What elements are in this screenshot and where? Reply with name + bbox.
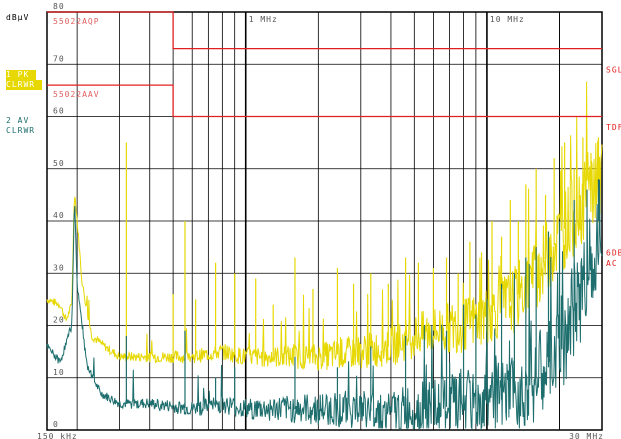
y-tick-label: 70 xyxy=(53,54,65,63)
trace2-legend: 2 AV CLRWR xyxy=(6,116,35,136)
y-tick-label: 50 xyxy=(53,159,65,168)
limit-line-label: 55022AQP xyxy=(53,17,100,26)
trace-line xyxy=(46,81,603,371)
trace1-name: 1 PK xyxy=(6,70,36,80)
trace2-name: 2 AV xyxy=(6,116,30,125)
trace1-mode: CLRWR xyxy=(6,80,42,90)
x-tick-label: 1 MHz xyxy=(249,15,278,24)
y-axis-unit-label: dBµV xyxy=(6,13,29,22)
limit-line xyxy=(47,84,602,118)
y-tick-label: 30 xyxy=(53,263,65,272)
x-tick-label: 10 MHz xyxy=(490,15,525,24)
x-tick-label: 30 MHz xyxy=(569,432,604,439)
right-marker-label: AC xyxy=(606,259,618,268)
trace1-legend: 1 PK CLRWR xyxy=(6,70,42,90)
trace2-mode: CLRWR xyxy=(6,126,36,135)
right-marker-label: 6DB xyxy=(606,248,621,257)
trace-line xyxy=(46,179,603,431)
y-tick-label: 80 xyxy=(53,2,65,11)
trace-layer xyxy=(46,81,603,431)
y-tick-label: 40 xyxy=(53,211,65,220)
right-marker-label: TDF xyxy=(606,123,621,132)
right-marker-label: SGL xyxy=(606,65,621,74)
limit-line-layer: 55022AQP 55022AAV xyxy=(47,11,602,118)
limit-line xyxy=(47,11,602,50)
y-tick-label: 20 xyxy=(53,316,65,325)
limit-line-label: 55022AAV xyxy=(53,90,100,99)
y-tick-label: 10 xyxy=(53,368,65,377)
right-marker-labels: SGL TDF 6DB AC xyxy=(606,65,621,267)
y-tick-label: 0 xyxy=(53,420,59,429)
y-tick-label: 60 xyxy=(53,107,65,116)
x-tick-label: 150 kHz xyxy=(37,432,78,439)
x-tick-labels: 150 kHz 1 MHz 10 MHz 30 MHz xyxy=(37,15,604,439)
y-tick-labels: 80 70 60 50 40 30 20 10 0 xyxy=(53,2,65,429)
